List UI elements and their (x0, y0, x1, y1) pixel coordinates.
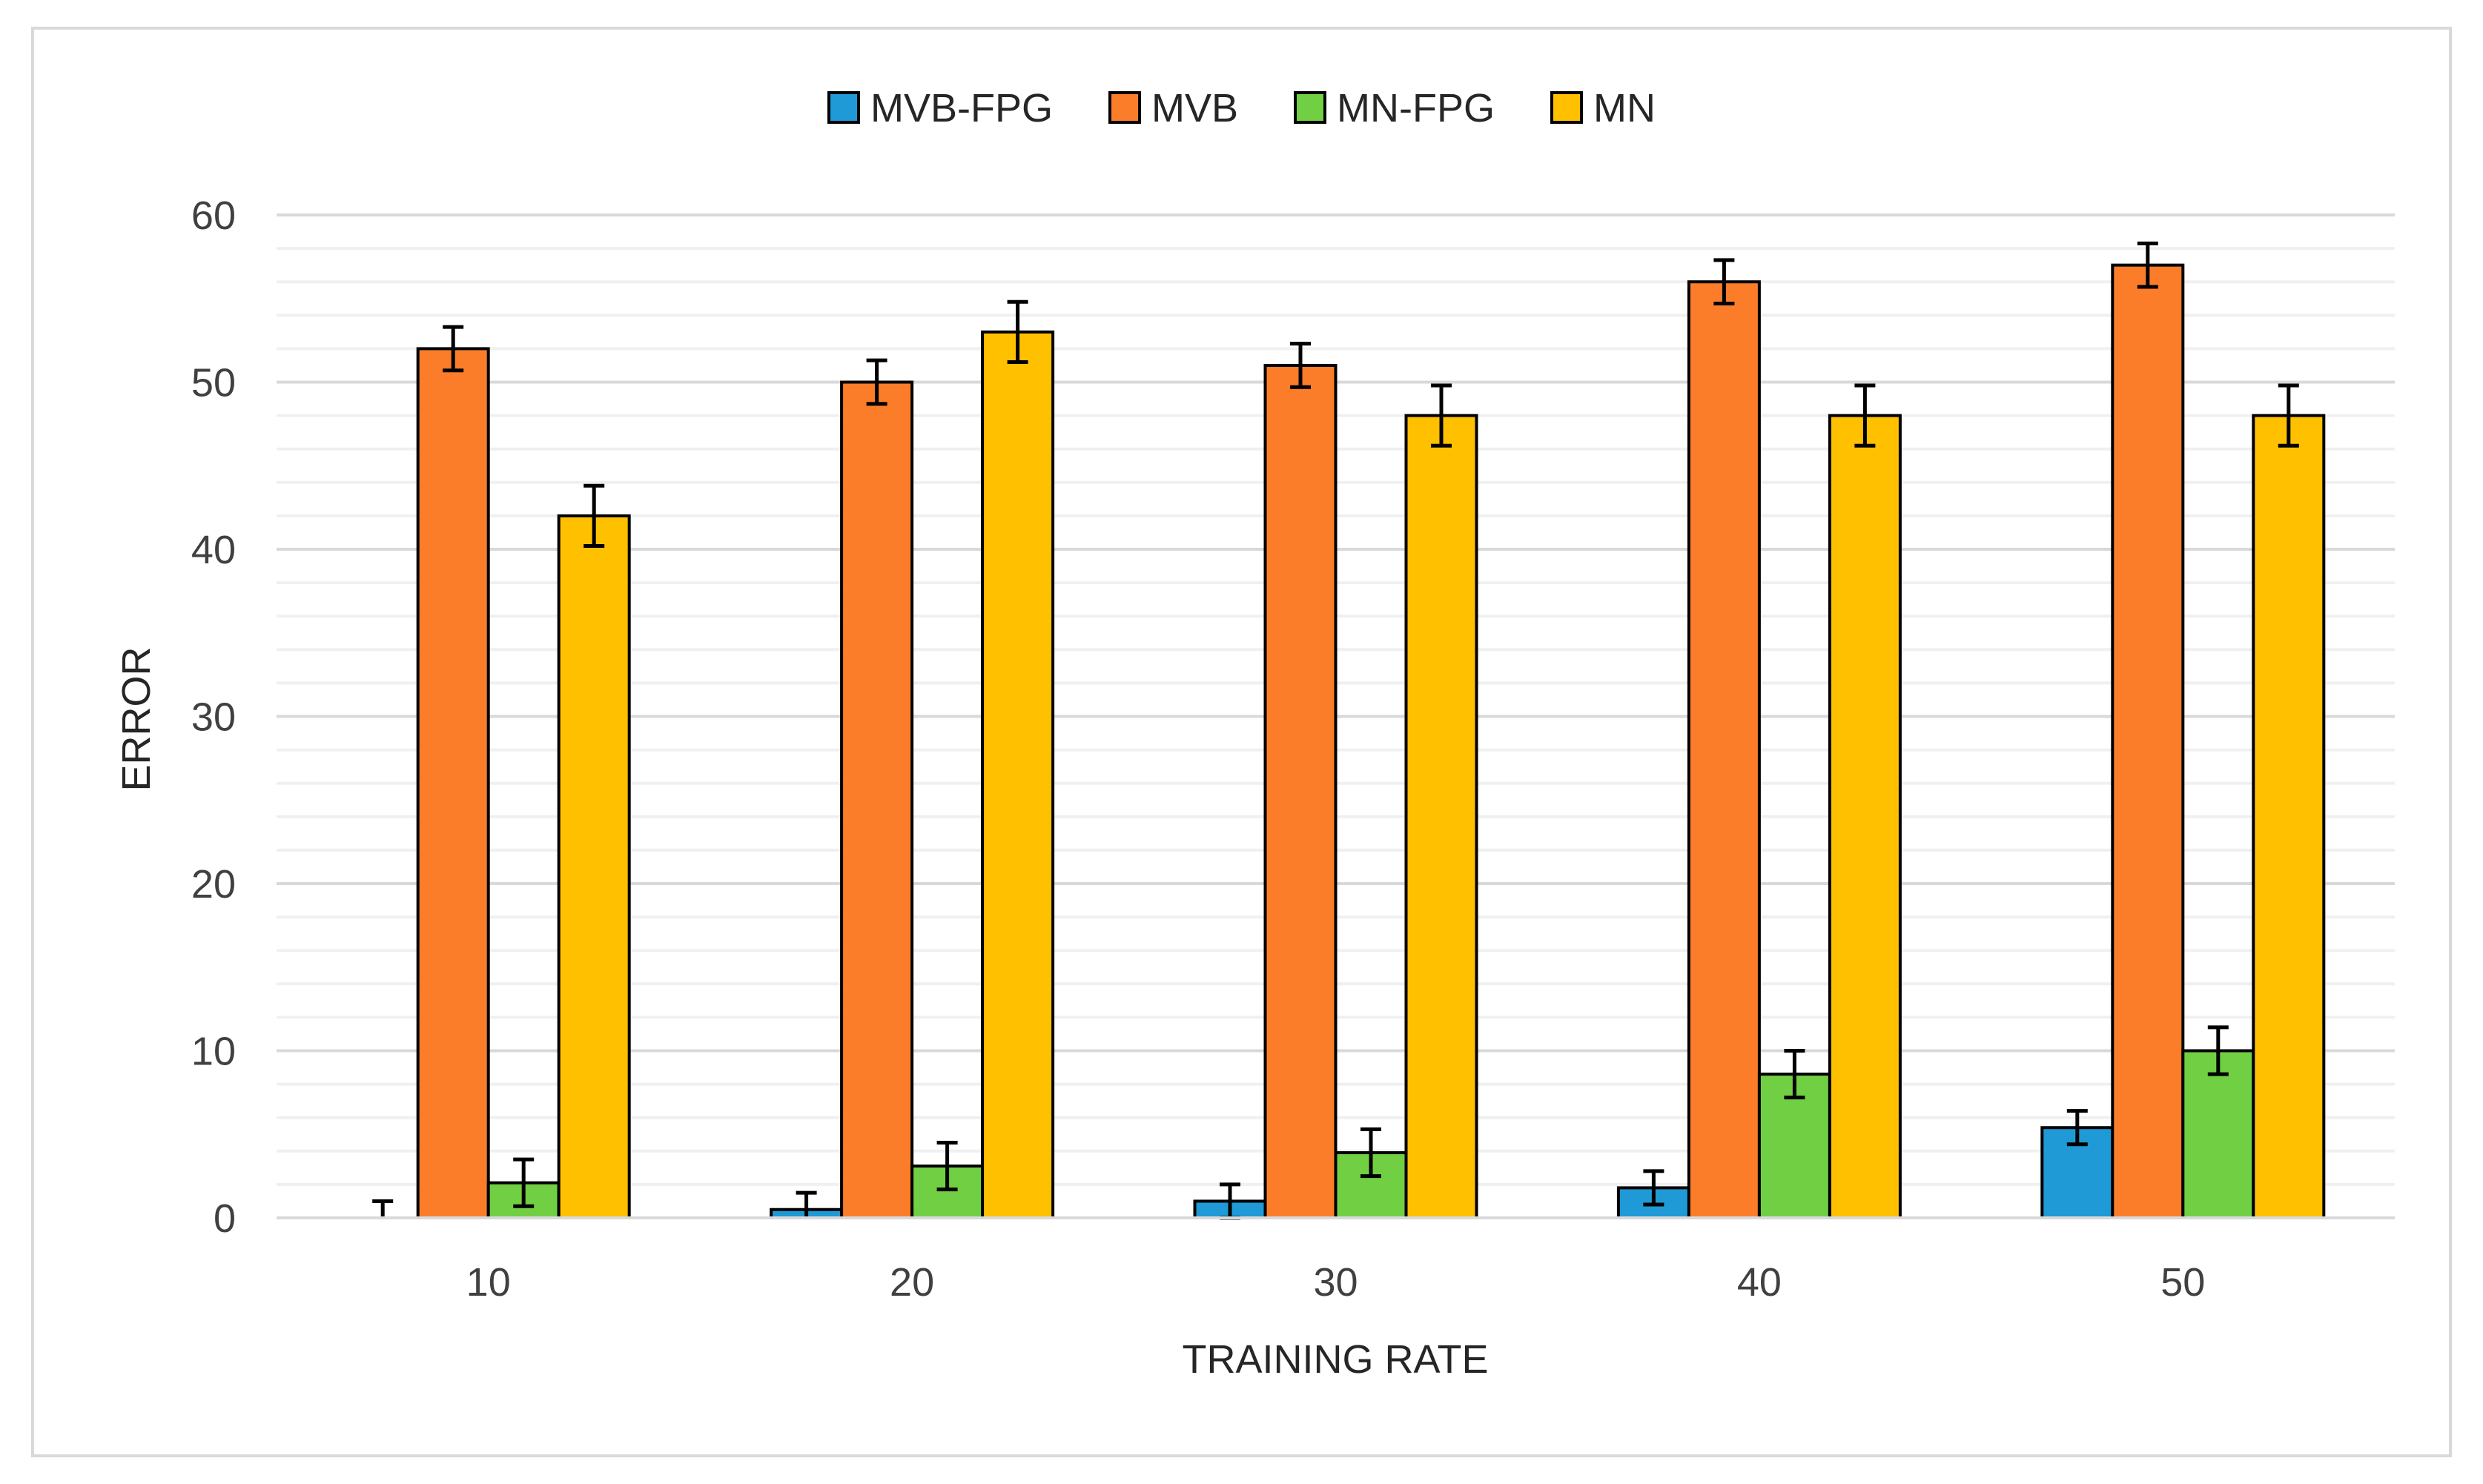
legend-swatch (1108, 91, 1141, 124)
error-bar-mn-fpg-20 (936, 1141, 958, 1192)
error-bar-mvb-40 (1713, 258, 1735, 306)
legend-item-mn: MN (1550, 86, 1656, 130)
y-tick-label: 50 (191, 361, 236, 405)
x-tick-label: 40 (1737, 1260, 1782, 1305)
y-tick-label: 0 (214, 1196, 236, 1241)
y-axis-ticks: 0 10 20 30 40 50 60 (191, 193, 236, 1241)
x-tick-label: 10 (466, 1260, 511, 1305)
error-bar-mn-10 (583, 483, 605, 548)
error-bar-mn-50 (2278, 383, 2299, 448)
bar-mn-10 (557, 514, 631, 1219)
error-bar-mvb-50 (2137, 241, 2158, 289)
legend-label: MN-FPG (1337, 86, 1495, 130)
legend-item-mvb-fpg: MVB-FPG (827, 86, 1053, 130)
error-bar-mvb-30 (1290, 342, 1311, 389)
legend: MVB-FPG MVB MN-FPG MN (827, 86, 1656, 130)
y-tick-label: 60 (191, 193, 236, 238)
y-tick-label: 30 (191, 695, 236, 740)
error-bar-mn-20 (1007, 299, 1028, 364)
error-bar-mn-30 (1431, 383, 1452, 448)
legend-item-mvb: MVB (1108, 86, 1238, 130)
legend-label: MVB (1151, 86, 1238, 130)
legend-swatch (1550, 91, 1583, 124)
legend-swatch (827, 91, 860, 124)
bar-mn-50 (2252, 414, 2326, 1219)
legend-label: MVB-FPG (870, 86, 1053, 130)
bar-mvb-40 (1687, 280, 1761, 1220)
legend-label: MN (1593, 86, 1656, 130)
bar-mn-30 (1404, 414, 1478, 1219)
x-tick-label: 30 (1313, 1260, 1358, 1305)
bar-mvb-30 (1263, 363, 1338, 1220)
error-bar-mn-fpg-30 (1360, 1127, 1381, 1179)
error-bar-mn-fpg-50 (2207, 1025, 2229, 1076)
error-bar-mvb-10 (443, 325, 464, 373)
error-bar-mn-fpg-40 (1784, 1049, 1805, 1100)
bar-mvb-20 (840, 380, 914, 1219)
error-bar-mn-fpg-10 (513, 1157, 535, 1208)
bars (416, 263, 2326, 1220)
legend-swatch (1294, 91, 1326, 124)
y-tick-label: 10 (191, 1030, 236, 1074)
x-tick-label: 50 (2160, 1260, 2205, 1305)
error-bars (372, 241, 2299, 1220)
error-bar-mvb-fpg-10 (372, 1199, 394, 1218)
y-tick-label: 40 (191, 528, 236, 572)
bar-mvb-10 (416, 347, 490, 1219)
legend-item-mn-fpg: MN-FPG (1294, 86, 1495, 130)
error-bar-mvb-20 (866, 358, 887, 406)
x-tick-label: 20 (890, 1260, 934, 1305)
bar-mn-fpg-50 (2181, 1049, 2255, 1219)
error-bar-mvb-fpg-20 (796, 1190, 817, 1218)
error-bar-mn-40 (1854, 383, 1876, 448)
x-axis-ticks: 10 20 30 40 50 (466, 1260, 2206, 1305)
bar-mn-40 (1828, 414, 1902, 1219)
error-bar-mvb-fpg-40 (1643, 1169, 1664, 1207)
y-axis-title: ERROR (114, 646, 159, 791)
bar-mn-20 (981, 330, 1055, 1220)
error-bar-mvb-fpg-50 (2066, 1109, 2088, 1147)
x-axis-title: TRAINING RATE (1182, 1337, 1488, 1382)
bar-mvb-50 (2111, 263, 2185, 1219)
y-tick-label: 20 (191, 862, 236, 907)
